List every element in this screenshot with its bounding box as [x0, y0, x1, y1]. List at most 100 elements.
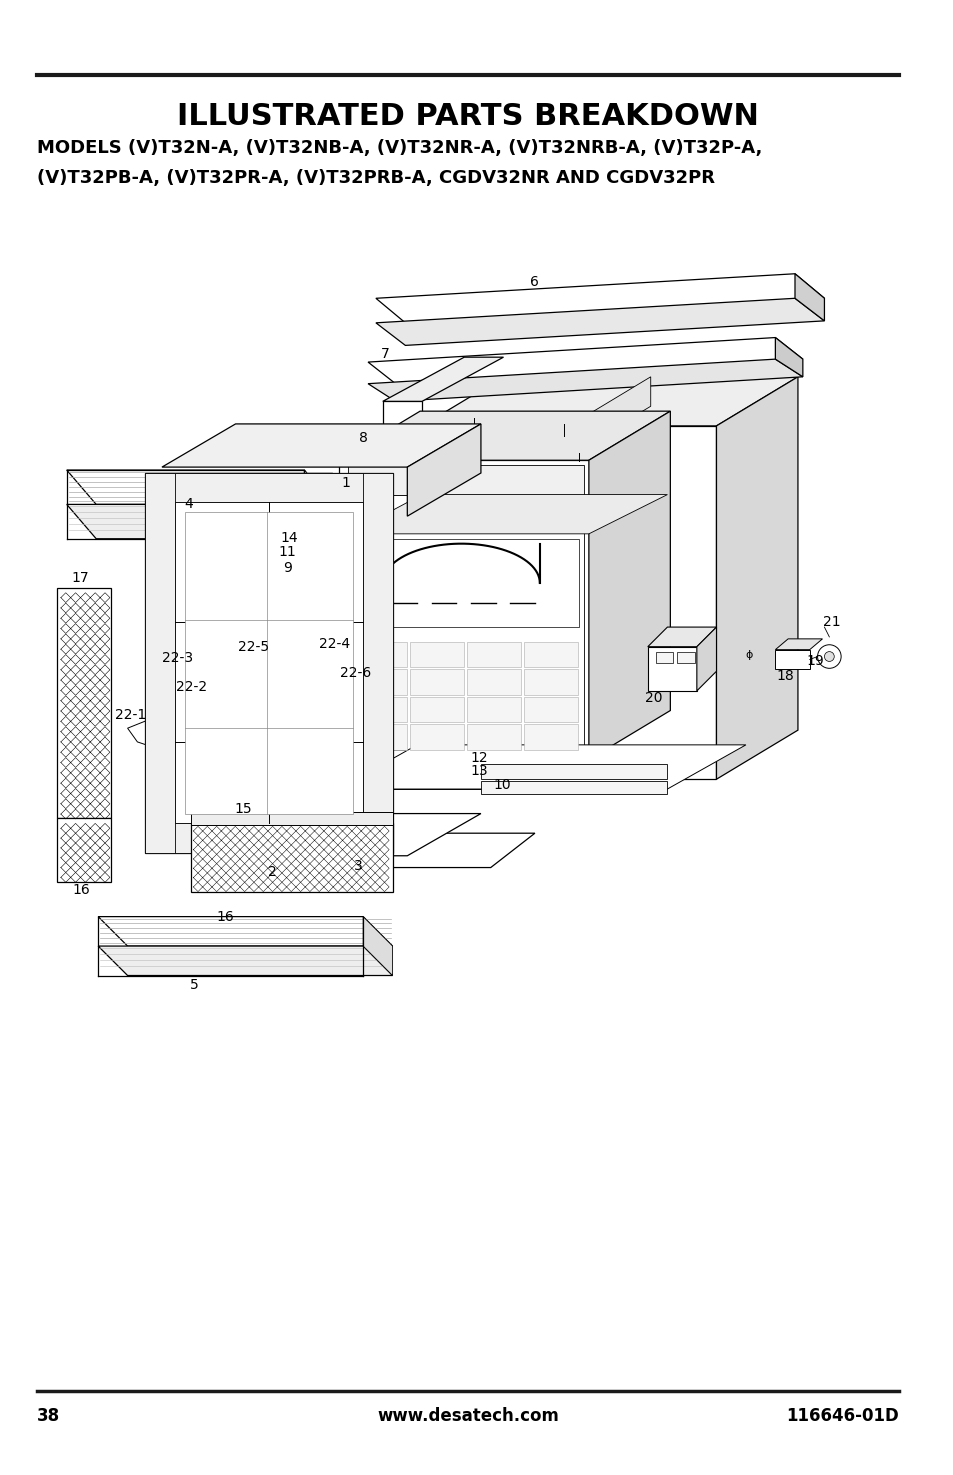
- Polygon shape: [523, 670, 578, 695]
- Polygon shape: [677, 652, 694, 664]
- Text: 20: 20: [644, 690, 661, 705]
- Polygon shape: [162, 689, 253, 718]
- Text: 11: 11: [278, 544, 296, 559]
- Polygon shape: [353, 642, 407, 667]
- Polygon shape: [523, 642, 578, 667]
- Polygon shape: [353, 724, 407, 749]
- Polygon shape: [467, 670, 520, 695]
- Polygon shape: [145, 823, 393, 853]
- Text: 4: 4: [184, 497, 193, 512]
- Polygon shape: [410, 670, 464, 695]
- Polygon shape: [353, 670, 407, 695]
- Polygon shape: [192, 823, 393, 892]
- Text: 3: 3: [354, 858, 362, 873]
- Text: 16: 16: [72, 884, 91, 897]
- Polygon shape: [775, 639, 821, 649]
- Polygon shape: [338, 745, 745, 789]
- Text: www.desatech.com: www.desatech.com: [376, 1407, 558, 1425]
- Text: 21: 21: [822, 615, 841, 630]
- Polygon shape: [569, 376, 650, 456]
- Polygon shape: [410, 696, 464, 723]
- Polygon shape: [363, 473, 393, 853]
- Polygon shape: [407, 423, 480, 516]
- Polygon shape: [162, 423, 480, 468]
- Polygon shape: [410, 724, 464, 749]
- Text: 38: 38: [37, 1407, 60, 1425]
- Polygon shape: [299, 645, 355, 670]
- Text: 8: 8: [358, 431, 367, 444]
- Polygon shape: [324, 668, 373, 690]
- Polygon shape: [588, 412, 670, 760]
- Text: ϕ: ϕ: [744, 649, 752, 659]
- Polygon shape: [696, 627, 716, 690]
- Polygon shape: [467, 724, 520, 749]
- Text: 22-1: 22-1: [114, 708, 146, 723]
- Polygon shape: [243, 649, 299, 671]
- Polygon shape: [67, 471, 334, 504]
- Polygon shape: [368, 338, 802, 384]
- Text: 18: 18: [776, 670, 793, 683]
- Polygon shape: [382, 357, 503, 401]
- Polygon shape: [196, 814, 480, 855]
- Text: 2: 2: [268, 866, 277, 879]
- Text: 22-6: 22-6: [339, 667, 371, 680]
- Polygon shape: [145, 473, 393, 503]
- Polygon shape: [358, 538, 578, 627]
- Text: 16: 16: [216, 910, 234, 923]
- Polygon shape: [363, 916, 393, 975]
- Text: 22-3: 22-3: [162, 652, 193, 665]
- Text: 1: 1: [340, 476, 350, 490]
- Text: 13: 13: [470, 764, 487, 779]
- Polygon shape: [98, 916, 393, 945]
- Polygon shape: [716, 376, 797, 779]
- Text: 116646-01D: 116646-01D: [785, 1407, 898, 1425]
- Polygon shape: [375, 274, 823, 323]
- Text: 22-5: 22-5: [237, 640, 269, 653]
- Polygon shape: [375, 298, 823, 345]
- Polygon shape: [348, 465, 583, 494]
- Text: 6: 6: [530, 274, 538, 289]
- Text: 22-2: 22-2: [175, 680, 207, 693]
- Polygon shape: [304, 471, 334, 509]
- Text: 10: 10: [494, 779, 511, 792]
- Text: 22-4: 22-4: [319, 637, 350, 650]
- Polygon shape: [368, 358, 802, 401]
- Polygon shape: [421, 376, 797, 426]
- Polygon shape: [338, 460, 588, 760]
- Polygon shape: [348, 494, 583, 749]
- Polygon shape: [410, 642, 464, 667]
- Polygon shape: [775, 338, 802, 376]
- Polygon shape: [192, 811, 393, 826]
- Polygon shape: [145, 473, 393, 853]
- Polygon shape: [184, 512, 353, 814]
- Polygon shape: [647, 646, 696, 690]
- Text: ILLUSTRATED PARTS BREAKDOWN: ILLUSTRATED PARTS BREAKDOWN: [177, 102, 759, 131]
- Text: MODELS (V)T32N-A, (V)T32NB-A, (V)T32NR-A, (V)T32NRB-A, (V)T32P-A,: MODELS (V)T32N-A, (V)T32NB-A, (V)T32NR-A…: [37, 139, 761, 158]
- Polygon shape: [647, 627, 716, 646]
- Text: 5: 5: [190, 978, 198, 993]
- Polygon shape: [421, 426, 716, 779]
- Polygon shape: [338, 412, 670, 460]
- Polygon shape: [57, 589, 111, 819]
- Text: 17: 17: [71, 571, 90, 586]
- Polygon shape: [348, 494, 667, 534]
- Polygon shape: [324, 833, 535, 867]
- Circle shape: [817, 645, 841, 668]
- Polygon shape: [353, 696, 407, 723]
- Polygon shape: [174, 503, 363, 823]
- Text: 14: 14: [280, 531, 298, 544]
- Polygon shape: [98, 945, 393, 975]
- Polygon shape: [523, 696, 578, 723]
- Polygon shape: [67, 504, 334, 538]
- Polygon shape: [338, 760, 667, 789]
- Polygon shape: [775, 649, 809, 670]
- Polygon shape: [160, 661, 213, 683]
- Polygon shape: [523, 724, 578, 749]
- Text: 7: 7: [381, 347, 390, 361]
- Polygon shape: [304, 504, 334, 538]
- Polygon shape: [794, 274, 823, 322]
- Polygon shape: [145, 473, 174, 853]
- Text: (V)T32PB-A, (V)T32PR-A, (V)T32PRB-A, CGDV32NR AND CGDV32PR: (V)T32PB-A, (V)T32PR-A, (V)T32PRB-A, CGD…: [37, 168, 715, 187]
- Polygon shape: [382, 401, 421, 456]
- Polygon shape: [480, 764, 667, 779]
